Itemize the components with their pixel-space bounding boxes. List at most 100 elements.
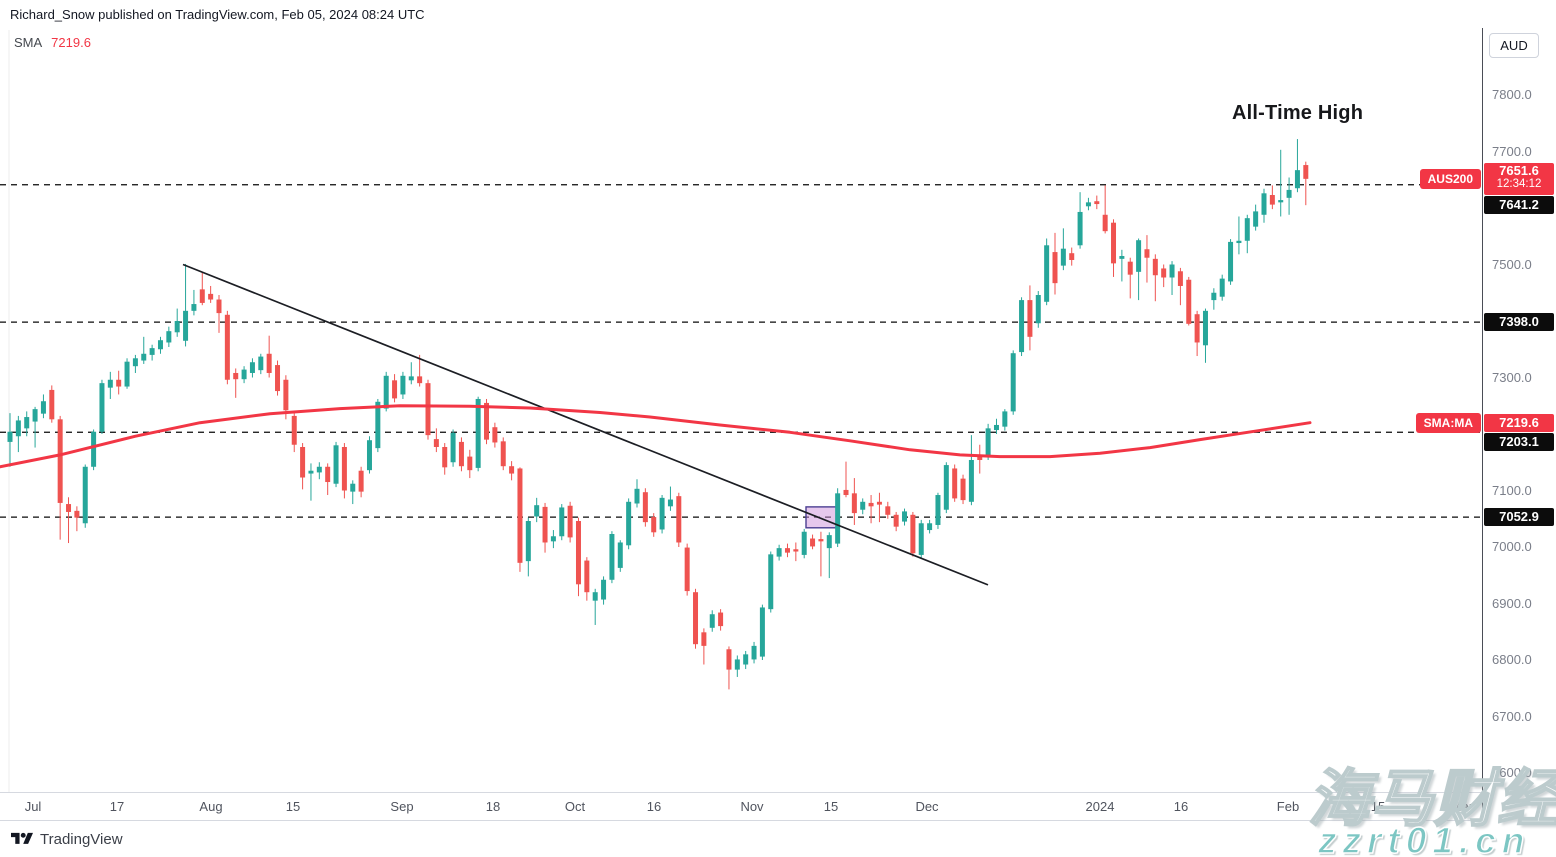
candle: [82, 464, 88, 528]
candle: [1027, 285, 1033, 351]
candle: [759, 604, 765, 660]
candle: [1044, 238, 1050, 306]
candle: [525, 517, 531, 577]
candle: [935, 492, 941, 529]
candle: [492, 422, 498, 448]
tradingview-brand-text: TradingView: [40, 830, 123, 848]
tradingview-branding[interactable]: TradingView: [11, 830, 123, 848]
candle: [291, 411, 297, 453]
candle: [1019, 297, 1025, 357]
y-axis-tick: 6700.0: [1492, 708, 1532, 724]
candle: [676, 492, 682, 547]
candle: [1202, 308, 1208, 363]
candle: [960, 474, 966, 505]
candle: [316, 462, 322, 480]
candle: [684, 543, 690, 596]
sma-tag: SMA:MA: [1415, 412, 1481, 433]
candle: [99, 379, 105, 434]
x-axis-tick: Mar: [1450, 799, 1474, 814]
currency-button[interactable]: AUD: [1489, 33, 1539, 58]
candle: [24, 411, 30, 437]
x-axis-tick: 15: [1370, 799, 1386, 814]
symbol-tag: AUS200: [1419, 168, 1481, 189]
candle: [860, 498, 866, 515]
candle: [400, 371, 406, 399]
candle: [224, 310, 230, 385]
candle: [74, 506, 80, 532]
price-level-label: 7641.2: [1484, 195, 1554, 214]
candle: [693, 588, 699, 649]
x-axis-tick: 17: [109, 799, 125, 814]
indicator-value: 7219.6: [51, 35, 91, 50]
candle: [1077, 192, 1083, 249]
candle: [793, 542, 799, 562]
candle: [500, 437, 506, 471]
x-axis-tick: Aug: [199, 799, 223, 814]
candle: [32, 406, 38, 448]
x-axis-tick: 16: [646, 799, 662, 814]
candle: [835, 488, 841, 547]
candle: [1035, 291, 1041, 328]
candle: [233, 368, 239, 398]
candle: [249, 358, 255, 378]
candle: [810, 534, 816, 550]
candle: [450, 429, 456, 467]
candle: [1303, 161, 1309, 206]
candle: [475, 396, 481, 472]
candle: [927, 519, 933, 534]
descending-trendline[interactable]: [182, 263, 989, 586]
candle: [1236, 216, 1242, 255]
candle: [1261, 188, 1267, 223]
candle: [918, 519, 924, 559]
sma-line[interactable]: [0, 404, 1312, 469]
candle: [383, 371, 389, 412]
candle: [1278, 149, 1284, 217]
candle: [124, 358, 130, 389]
candle: [1002, 409, 1008, 431]
watermark-cn: 海马财经: [1307, 764, 1556, 835]
candle: [1269, 185, 1275, 210]
candle: [584, 557, 590, 601]
candle: [601, 576, 607, 605]
candle: [275, 360, 281, 396]
candle: [575, 517, 581, 597]
tradingview-logo-icon: [11, 832, 33, 844]
last-price-label: 7651.6 12:34:12: [1484, 162, 1554, 195]
candle: [642, 488, 648, 527]
candle: [417, 354, 423, 387]
candle: [592, 588, 598, 625]
candle: [1186, 276, 1192, 326]
x-axis-tick: Sep: [390, 799, 414, 814]
candle: [885, 501, 891, 519]
candle: [651, 513, 657, 537]
candle: [467, 449, 473, 479]
candle: [1060, 228, 1066, 271]
candle: [433, 428, 439, 453]
candle: [1094, 195, 1100, 210]
candle: [542, 502, 548, 553]
candle: [66, 497, 72, 544]
candle: [216, 295, 222, 333]
highlight-box[interactable]: [805, 506, 839, 529]
price-level-label: 7398.0: [1484, 313, 1554, 332]
candle: [1161, 264, 1167, 288]
candle: [49, 385, 55, 423]
candle: [7, 413, 13, 467]
candle: [408, 362, 414, 385]
candle: [709, 610, 715, 632]
candle: [626, 498, 632, 550]
candle: [1010, 350, 1016, 415]
candle: [358, 466, 364, 498]
candle: [15, 415, 21, 453]
candle: [509, 461, 515, 481]
candle: [1119, 249, 1125, 282]
x-axis-tick: Dec: [915, 799, 939, 814]
candle: [910, 511, 916, 557]
candle: [952, 464, 958, 502]
price-level-label: 7203.1: [1484, 432, 1554, 451]
candle: [174, 308, 180, 337]
all-time-high-annotation: All-Time High: [1232, 102, 1364, 124]
candle: [1136, 238, 1142, 301]
